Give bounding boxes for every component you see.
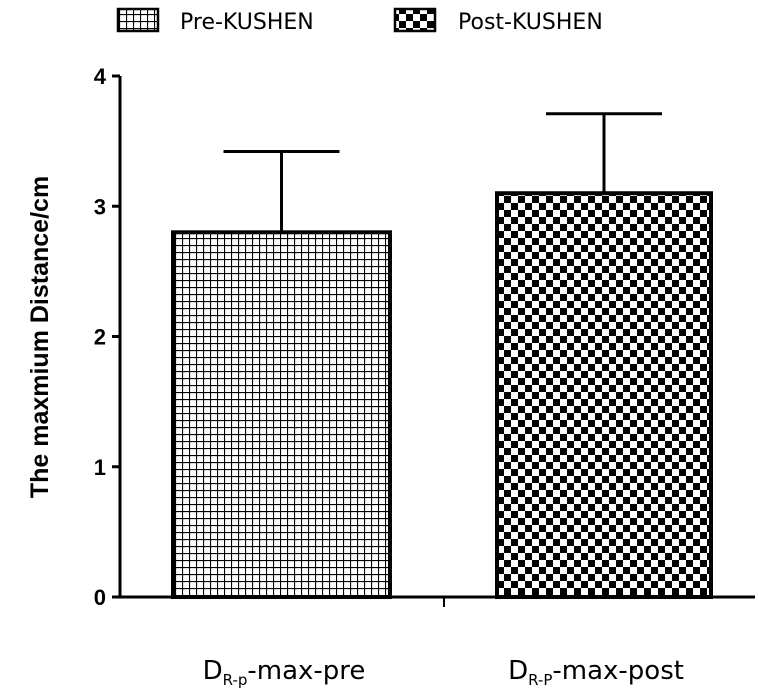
y-tick-label: 4 xyxy=(94,64,107,89)
y-tick-label: 3 xyxy=(94,194,106,219)
y-tick-label: 0 xyxy=(94,585,106,610)
legend-label-pre: Pre-KUSHEN xyxy=(180,10,314,35)
y-tick-label: 1 xyxy=(94,455,106,480)
y-axis: 0 1 2 3 4 xyxy=(94,64,122,610)
category-label-post: DR-P-max-post xyxy=(508,656,684,689)
category-labels: DR-p-max-pre DR-P-max-post xyxy=(203,656,684,689)
y-tick-label: 2 xyxy=(94,325,106,350)
bar-post xyxy=(495,191,713,599)
legend-item-post: Post-KUSHEN xyxy=(393,7,603,35)
legend-swatch-pre xyxy=(116,7,160,33)
category-label-pre: DR-p-max-pre xyxy=(203,656,366,689)
y-axis-label: The maxmium Distance/cm xyxy=(26,176,54,498)
bars xyxy=(171,112,713,600)
legend-item-pre: Pre-KUSHEN xyxy=(116,7,314,35)
legend-swatch-post xyxy=(393,7,437,33)
legend: Pre-KUSHEN Post-KUSHEN xyxy=(116,7,603,35)
x-axis xyxy=(120,595,755,607)
bar-pre xyxy=(171,230,392,600)
legend-label-post: Post-KUSHEN xyxy=(458,10,603,35)
